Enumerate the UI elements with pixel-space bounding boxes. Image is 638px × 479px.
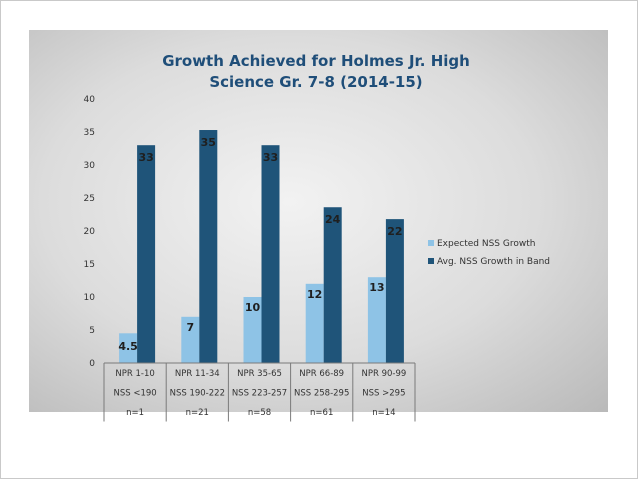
category-label: NSS 258-295 <box>294 389 349 399</box>
y-tick-label: 10 <box>84 293 96 303</box>
bar-avg-growth <box>323 207 342 363</box>
data-label: 4.5 <box>118 340 138 353</box>
bar-avg-growth <box>137 145 156 363</box>
y-tick-label: 20 <box>84 227 96 237</box>
category-label: NSS <190 <box>113 389 156 399</box>
y-tick-label: 15 <box>84 260 95 270</box>
data-label: 13 <box>369 281 384 294</box>
bar-avg-growth <box>385 219 404 363</box>
category-label: NPR 66-89 <box>299 369 344 379</box>
legend: Expected NSS Growth Avg. NSS Growth in Ba… <box>428 239 550 267</box>
y-tick-label: 5 <box>89 326 95 336</box>
data-label: 7 <box>186 321 194 334</box>
legend-swatch <box>428 240 434 246</box>
category-label: n=58 <box>248 408 271 418</box>
legend-label: Expected NSS Growth <box>437 239 535 249</box>
data-label: 35 <box>201 136 216 149</box>
y-tick-label: 25 <box>84 194 95 204</box>
legend-swatch <box>428 258 434 264</box>
bar-expected-growth <box>305 283 324 363</box>
bar-expected-growth <box>367 277 386 363</box>
category-label: n=14 <box>372 408 395 418</box>
plot-area: 0 5 10 15 20 25 30 35 40 4.5 7 10 12 13 33 35 33 24 22 NPR … <box>84 95 416 422</box>
data-label: 12 <box>307 288 322 301</box>
chart-title-line-1: Growth Achieved for Holmes Jr. High <box>162 52 470 70</box>
category-label: n=21 <box>186 408 209 418</box>
y-tick-label: 0 <box>89 359 95 369</box>
y-tick-label: 30 <box>84 161 96 171</box>
bar-expected-growth <box>119 333 138 363</box>
category-label: NSS 190-222 <box>170 389 225 399</box>
category-label: NPR 1-10 <box>115 369 154 379</box>
legend-label: Avg. NSS Growth in Band <box>437 257 550 267</box>
data-label: 22 <box>387 225 402 238</box>
category-label: NSS >295 <box>362 389 405 399</box>
category-label: NPR 90-99 <box>362 369 407 379</box>
chart-title-line-2: Science Gr. 7-8 (2014-15) <box>209 73 422 91</box>
bar-expected-growth <box>181 316 200 363</box>
category-label: NPR 35-65 <box>237 369 282 379</box>
data-label: 33 <box>138 151 153 164</box>
y-tick-label: 35 <box>84 128 95 138</box>
category-label: n=61 <box>310 408 333 418</box>
bar-expected-growth <box>243 297 262 363</box>
data-label: 24 <box>325 213 341 226</box>
data-label: 33 <box>263 151 278 164</box>
category-label: NSS 223-257 <box>232 389 287 399</box>
y-tick-label: 40 <box>84 95 96 105</box>
category-label: NPR 11-34 <box>175 369 220 379</box>
bar-avg-growth <box>199 130 218 363</box>
category-label: n=1 <box>126 408 144 418</box>
data-label: 10 <box>245 301 261 314</box>
bar-avg-growth <box>261 145 280 363</box>
